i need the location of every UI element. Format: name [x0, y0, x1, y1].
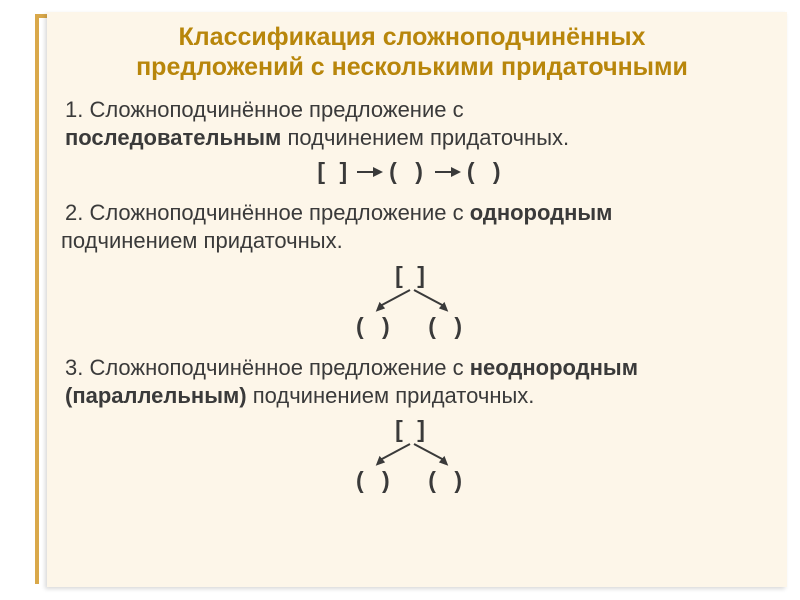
section-2-text: 2. Сложноподчинённое предложение с однор… [65, 199, 759, 255]
section-3-suffix: подчинением придаточных. [247, 383, 535, 408]
tree-arrows [332, 288, 492, 312]
tree-left-child: ( ) [354, 467, 398, 494]
diagram-3-heterogeneous: [ ] ( ) ( ) [65, 416, 759, 494]
section-1-text: 1. Сложноподчинённое предложение с после… [65, 96, 759, 152]
diagram-2-homogeneous: [ ] ( ) ( ) [65, 262, 759, 340]
tree-left-child: ( ) [354, 313, 398, 340]
section-1-suffix: подчинением придаточных. [281, 125, 569, 150]
square-bracket: [ ] [393, 262, 431, 288]
tree-root: [ ] [332, 262, 492, 289]
paren-bracket: ( ) [465, 158, 509, 185]
paren-bracket: ( ) [426, 313, 470, 339]
section-2-bold: однородным [470, 200, 613, 225]
section-1-prefix: 1. Сложноподчинённое предложение с [65, 97, 464, 122]
tree-diagram: [ ] ( ) ( ) [332, 416, 492, 494]
content-panel: Классификация сложноподчинённых предложе… [47, 12, 787, 587]
arrow-right-icon [433, 165, 463, 179]
page-title: Классификация сложноподчинённых предложе… [65, 22, 759, 82]
tree-right-child: ( ) [426, 313, 470, 340]
diagram-1-row: [ ] ( ) ( ) [65, 158, 759, 185]
diagram-1-sequential: [ ] ( ) ( ) [65, 158, 759, 185]
paren-bracket: ( ) [354, 313, 398, 339]
title-line-1: Классификация сложноподчинённых [179, 23, 646, 51]
tree-arrows [332, 442, 492, 466]
square-bracket: [ ] [393, 416, 431, 442]
section-1-bold: последовательным [65, 125, 281, 150]
paren-bracket: ( ) [354, 467, 398, 493]
tree-right-child: ( ) [426, 467, 470, 494]
paren-bracket: ( ) [387, 158, 431, 185]
section-2-prefix: 2. Сложноподчинённое предложение с [65, 200, 470, 225]
paren-bracket: ( ) [426, 467, 470, 493]
title-line-2: предложений с несколькими придаточными [136, 53, 688, 81]
section-3-prefix: 3. Сложноподчинённое предложение с [65, 355, 470, 380]
tree-diagram: [ ] ( ) ( ) [332, 262, 492, 340]
square-bracket: [ ] [315, 158, 353, 185]
arrow-right-icon [355, 165, 385, 179]
tree-root: [ ] [332, 416, 492, 443]
section-3-text: 3. Сложноподчинённое предложение с неодн… [65, 354, 759, 410]
section-2-suffix: подчинением придаточных. [61, 228, 343, 253]
